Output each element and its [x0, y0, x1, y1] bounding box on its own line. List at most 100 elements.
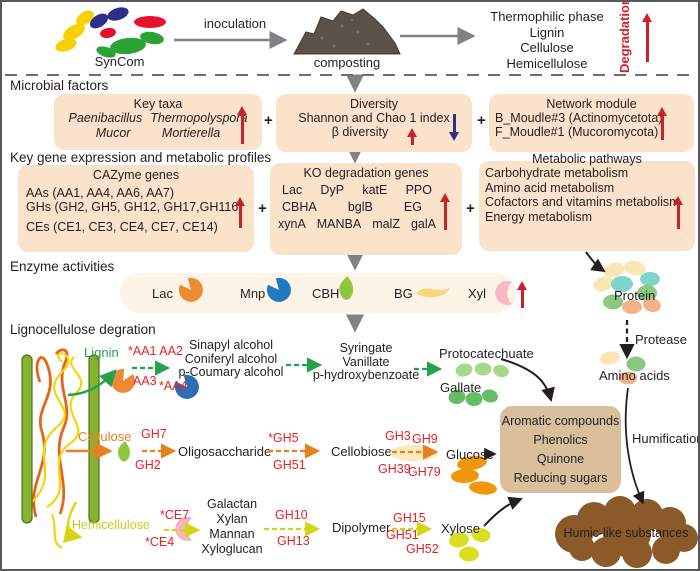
alcohol-line: p-Coumary alcohol: [178, 365, 284, 379]
amino-acids-label: Amino acids: [599, 368, 670, 383]
aa4-enzyme-icon: [174, 374, 199, 399]
aa4-gene: *AA4: [159, 379, 188, 393]
cazyme-box: CAZyme genes AAs (AA1, AA4, AA6, AA7) GH…: [18, 165, 254, 252]
key-taxa-box: Key taxa Paenibacillus Thermopolyspora M…: [54, 94, 262, 150]
key-taxa-up-arrow: [236, 106, 249, 144]
cazyme-title: CAZyme genes: [92, 168, 180, 182]
phase-line: Thermophilic phase: [490, 9, 604, 24]
dipolymer-label: Dipolymer: [332, 520, 391, 535]
glucose-label: Glucose: [446, 447, 494, 462]
diversity-box: Diversity Shannon and Chao 1 index β div…: [276, 94, 472, 152]
aromatic-line: p-hydroxybenzoate: [312, 368, 420, 382]
gh3-gene: GH3: [385, 429, 411, 443]
enzyme-xyl-label: Xyl: [468, 286, 487, 301]
syncom-cells-icon: [55, 7, 166, 58]
gh10-gene: GH10: [275, 508, 308, 522]
pathway-line: Amino acid metabolism: [485, 180, 615, 195]
gh15-gene: GH15: [393, 511, 426, 525]
plus-sign: +: [466, 200, 475, 217]
gh2-gene: GH2: [135, 458, 161, 472]
diversity-index-line: Shannon and Chao 1 index: [298, 111, 450, 125]
aa-top-genes: *AA1 AA2: [128, 344, 183, 358]
network-line2: F_Moudle#1 (Mucoromycota): [495, 125, 659, 139]
phase-line: Hemicellulose: [506, 55, 588, 71]
key-taxa-row1: Paenibacillus Thermopolyspora: [54, 111, 262, 125]
pathway-line: Cofactors and vitamins metabolism: [485, 195, 680, 209]
ce7-gene: *CE7: [160, 508, 190, 522]
gh13-gene: GH13: [277, 534, 310, 548]
taxon: Mucor: [95, 126, 131, 140]
enzyme-cbh-label: CBH: [312, 286, 340, 301]
network-up-arrow: [656, 107, 669, 140]
network-module-box: Network module B_Moudle#3 (Actinomycetot…: [489, 94, 694, 152]
hemicellulose-polymers-block: Galactan Xylan Mannan Xyloglucan: [196, 497, 268, 557]
plus-sign: +: [264, 112, 273, 129]
alcohol-line: Coniferyl alcohol: [184, 351, 278, 366]
network-line1: B_Moudle#3 (Actinomycetota): [495, 111, 663, 125]
beta-diversity-up-arrow: [406, 128, 419, 145]
plus-sign: +: [477, 112, 486, 129]
cellobiose-label: Cellobiose: [331, 444, 392, 459]
cazyme-up-arrow: [234, 197, 247, 228]
taxon: Paenibacillus: [68, 111, 143, 125]
diversity-beta-line: β diversity: [331, 125, 389, 139]
taxon: Thermopolyspora: [150, 111, 248, 125]
aa3-gene: AA3: [133, 374, 157, 388]
gh51b-gene: GH51: [386, 528, 419, 542]
thermophilic-phase-block: Thermophilic phase Lignin Cellulose Hemi…: [472, 9, 622, 71]
lignin-alcohols-block: Sinapyl alcohol Coniferyl alcohol p-Coum…: [170, 338, 292, 380]
diversity-down-arrow: [448, 114, 461, 141]
lignin-label: Lignin: [84, 345, 119, 360]
gh52-gene: GH52: [406, 542, 439, 556]
product-line: Reducing sugars: [513, 471, 608, 485]
xylose-blobs: [449, 527, 491, 562]
ko-gene: MANBA: [316, 217, 362, 231]
protein-label: Protein: [614, 288, 656, 303]
ko-gene: Lac: [282, 183, 303, 197]
ko-title: KO degradation genes: [303, 166, 429, 180]
pathways-box: Metabolic pathways Carbohydrate metaboli…: [479, 152, 695, 251]
section-title-genes: Key gene expression and metabolic profil…: [10, 150, 272, 165]
plus-sign: +: [258, 200, 267, 217]
section-title-enzymes: Enzyme activities: [10, 259, 115, 274]
ko-gene: DyP: [320, 183, 345, 197]
pathways-up-arrow: [672, 196, 685, 229]
hemicellulose-label: Hemicellulose: [72, 518, 150, 532]
enzyme-bg-label: BG: [394, 286, 413, 301]
aromatic-line: Vanillate: [342, 354, 390, 369]
ko-up-arrow: [439, 193, 452, 230]
enzyme-mnp-label: Mnp: [240, 286, 266, 301]
protocatechuate-blobs: [455, 362, 509, 378]
ce4-gene: *CE4: [145, 535, 175, 549]
network-title: Network module: [546, 97, 637, 111]
polymer-line: Xylan: [216, 512, 248, 526]
cellulose-label: Cellulose: [78, 429, 132, 444]
ko-gene: xynA: [278, 217, 306, 231]
product-line: Phenolics: [533, 433, 588, 447]
section-title-microbial: Microbial factors: [10, 78, 109, 93]
polymer-line: Mannan: [209, 527, 255, 541]
gh7-gene: GH7: [141, 427, 167, 441]
ko-gene: malZ: [372, 217, 400, 231]
humic-substances-cloud: [555, 496, 698, 568]
polymer-line: Xyloglucan: [201, 542, 263, 556]
ko-gene: katE: [362, 183, 388, 197]
gh79-gene: GH79: [408, 465, 441, 479]
gallate-label: Gallate: [440, 380, 482, 395]
polymer-line: Galactan: [206, 497, 258, 511]
product-line: Aromatic compounds: [501, 414, 620, 428]
diversity-title: Diversity: [350, 97, 398, 111]
section-title-lignocellulose: Lignocellulose degration: [10, 322, 156, 337]
ko-gene: bglB: [347, 200, 373, 214]
lignin-aromatics-block: Syringate Vanillate p-hydroxybenzoate: [304, 341, 428, 383]
composting-pile-illustration: [293, 8, 401, 55]
gh5-gene: *GH5: [268, 431, 299, 445]
phase-line: Cellulose: [520, 40, 574, 55]
humic-substances-label: Humic-like substances: [563, 526, 689, 540]
glucose-blobs: [451, 455, 497, 495]
aromatic-line: Syringate: [339, 341, 393, 355]
aromatic-products-box: Aromatic compounds Phenolics Quinone Red…: [500, 406, 621, 493]
alcohol-line: Sinapyl alcohol: [188, 338, 274, 352]
enzyme-lac-label: Lac: [152, 286, 173, 301]
